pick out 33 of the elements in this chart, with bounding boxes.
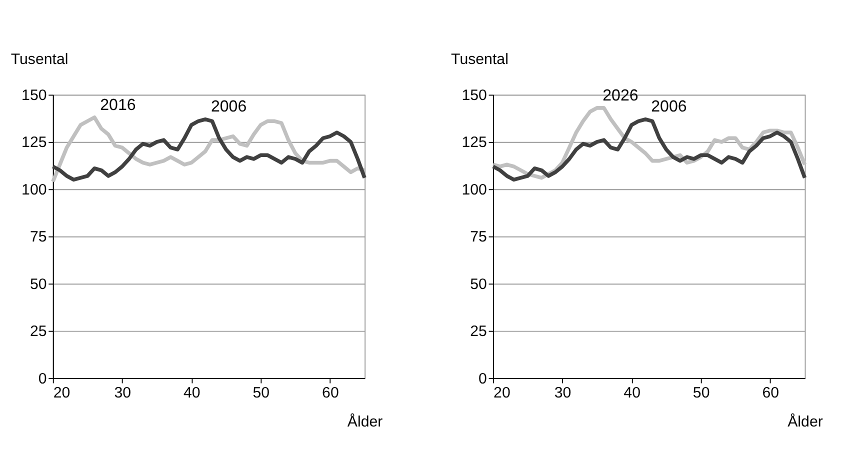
y-tick-label: 125: [462, 134, 487, 152]
x-tick-label: 30: [554, 384, 572, 402]
series-label: 2026: [602, 86, 638, 104]
x-tick-label: 20: [53, 384, 70, 402]
series-label: 2016: [100, 96, 136, 114]
x-tick-label: 40: [624, 384, 640, 402]
y-tick-label: 150: [22, 86, 47, 104]
x-tick-label: 50: [252, 384, 270, 402]
y-tick-label: 50: [470, 276, 487, 293]
x-tick-label: 60: [762, 384, 780, 402]
x-tick-label: 30: [114, 384, 132, 402]
x-tick-label: 40: [184, 384, 200, 402]
y-axis-title: Tusental: [451, 51, 508, 68]
y-tick-label: 100: [22, 181, 47, 198]
y-tick-label: 75: [30, 228, 47, 246]
y-axis-title: Tusental: [10, 51, 68, 68]
x-axis-title: Ålder: [788, 412, 823, 431]
x-tick-label: 60: [322, 384, 339, 402]
y-tick-label: 25: [30, 323, 47, 340]
y-tick-label: 125: [22, 134, 47, 152]
y-tick-label: 0: [38, 370, 47, 388]
series-label: 2006: [651, 98, 687, 116]
y-tick-label: 100: [462, 181, 487, 198]
y-tick-label: 50: [30, 276, 47, 293]
line-series: [491, 117, 807, 182]
y-tick-label: 25: [470, 323, 487, 340]
y-tick-label: 0: [478, 370, 487, 388]
y-tick-label: 150: [462, 86, 487, 104]
y-tick-label: 75: [470, 228, 487, 246]
x-tick-label: 20: [494, 384, 510, 402]
x-tick-label: 50: [692, 384, 710, 402]
series-label: 2006: [210, 98, 247, 116]
x-axis-title: Ålder: [347, 412, 383, 431]
